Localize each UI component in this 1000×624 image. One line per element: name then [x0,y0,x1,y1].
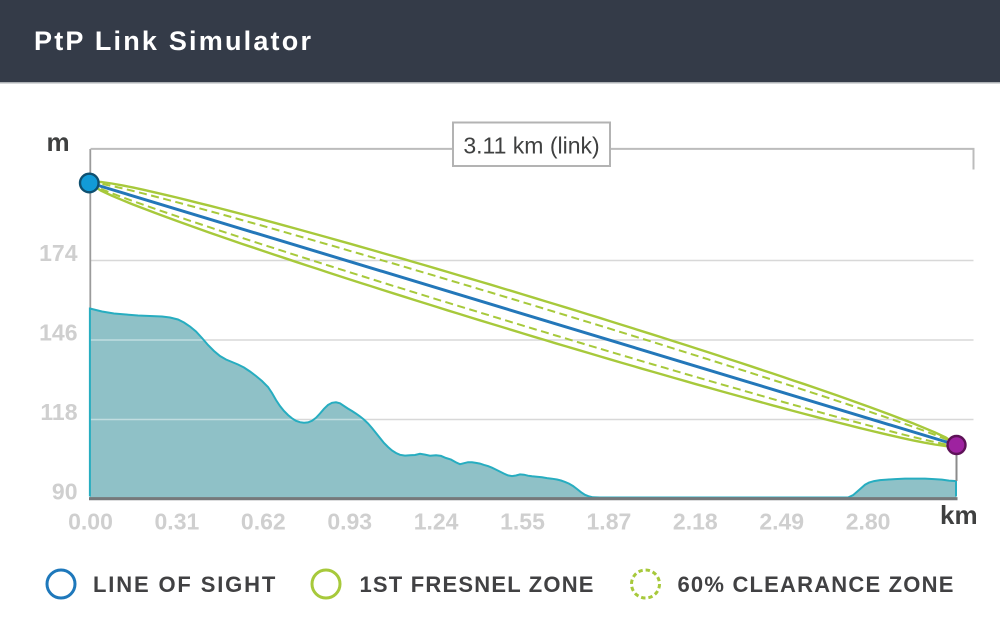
svg-text:90: 90 [52,479,78,505]
svg-text:174: 174 [39,240,78,266]
svg-text:0.31: 0.31 [155,509,200,535]
svg-text:146: 146 [39,320,77,346]
svg-text:2.80: 2.80 [846,509,891,535]
svg-text:1.24: 1.24 [414,509,459,535]
svg-text:0.62: 0.62 [241,509,286,535]
svg-text:0.93: 0.93 [327,509,372,535]
svg-text:3.11 km (link): 3.11 km (link) [463,133,599,159]
svg-text:118: 118 [40,399,77,425]
svg-text:m: m [47,127,70,157]
svg-text:1.55: 1.55 [500,509,545,535]
svg-text:1.87: 1.87 [587,509,632,535]
svg-text:60% CLEARANCE ZONE: 60% CLEARANCE ZONE [678,572,955,597]
svg-text:0.00: 0.00 [68,509,113,535]
svg-text:LINE OF SIGHT: LINE OF SIGHT [93,572,277,597]
svg-text:2.49: 2.49 [759,509,804,535]
svg-text:2.18: 2.18 [673,509,718,535]
svg-text:km: km [940,500,978,530]
svg-text:PtP Link Simulator: PtP Link Simulator [34,26,313,56]
svg-text:1ST FRESNEL ZONE: 1ST FRESNEL ZONE [360,572,595,597]
